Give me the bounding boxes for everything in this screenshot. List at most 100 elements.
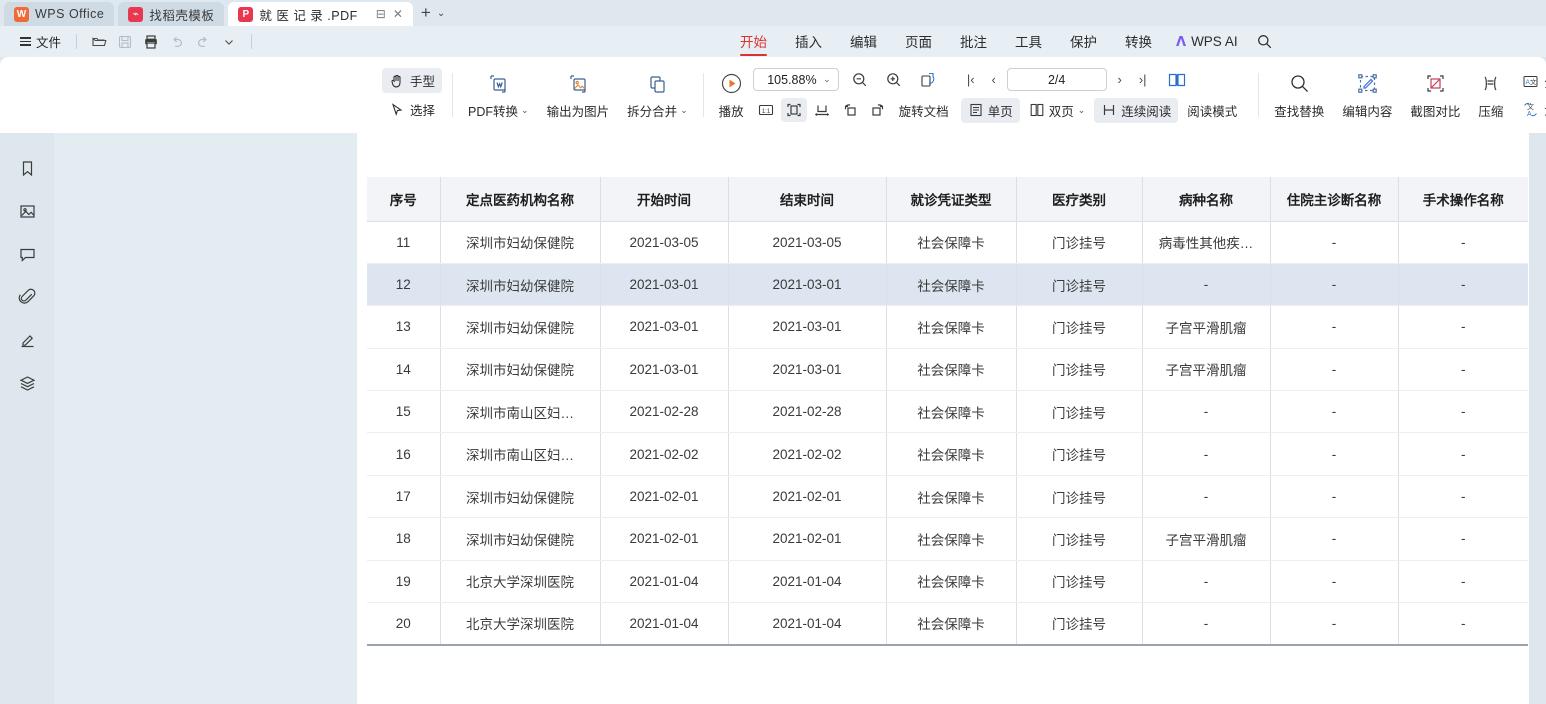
file-menu-button[interactable]: 文件: [14, 29, 67, 54]
table-row[interactable]: 14 深圳市妇幼保健院 2021-03-01 2021-03-01 社会保障卡 门诊挂号子…: [367, 348, 1528, 392]
table-cell: -: [1269, 263, 1398, 307]
table-cell: 社会保障卡: [885, 432, 1016, 476]
page-number-input[interactable]: 2/4: [1006, 68, 1107, 91]
file-menu-label: 文件: [36, 36, 62, 50]
col-header-start-time: 开始时间: [599, 177, 728, 222]
rotate-right-button[interactable]: [865, 98, 891, 122]
chevron-down-icon[interactable]: ⌄: [680, 104, 688, 115]
play-button[interactable]: 播放: [710, 67, 753, 124]
first-page-button[interactable]: |‹: [966, 72, 975, 87]
zoom-in-button[interactable]: [881, 68, 907, 92]
double-page-label: 双页: [1048, 104, 1074, 119]
table-row[interactable]: 12 深圳市妇幼保健院 2021-03-01 2021-03-01 社会保障卡 门诊挂号 -…: [367, 263, 1528, 307]
ribbon-tab-protect[interactable]: 保护: [1070, 35, 1097, 50]
fit-page-button[interactable]: [780, 98, 807, 122]
print-icon[interactable]: [138, 31, 164, 53]
chevron-down-icon[interactable]: ⌄: [436, 7, 446, 19]
table-row[interactable]: 16 深圳市南山区妇… 2021-02-02 2021-02-02 社会保障卡 门诊挂号 -…: [367, 432, 1528, 476]
compress-button[interactable]: 压缩: [1469, 67, 1512, 124]
hand-tool-button[interactable]: 手型: [382, 68, 443, 93]
bookmark-icon[interactable]: [12, 155, 42, 181]
split-merge-button[interactable]: 拆分合并 ⌄: [618, 67, 697, 124]
double-page-button[interactable]: 双页 ⌄: [1022, 98, 1093, 123]
full-translate-button[interactable]: A文 全文翻译: [1518, 70, 1546, 93]
svg-text:1:1: 1:1: [762, 109, 771, 115]
rotate-document-button[interactable]: 旋转文档: [893, 98, 955, 123]
fit-width-button[interactable]: [809, 98, 835, 122]
thumbnail-icon[interactable]: [12, 198, 42, 224]
last-page-button[interactable]: ›|: [1138, 72, 1147, 87]
ribbon-tab-convert[interactable]: 转换: [1125, 35, 1152, 50]
zoom-level-select[interactable]: 105.88% ⌄: [752, 68, 839, 91]
table-cell: 子宫平滑肌瘤: [1141, 517, 1270, 561]
close-icon[interactable]: ✕: [392, 7, 403, 21]
rotate-left-button[interactable]: [837, 98, 863, 122]
prev-page-button[interactable]: ‹: [991, 72, 996, 87]
monitor-icon[interactable]: ⊟: [375, 7, 386, 21]
select-tool-button[interactable]: 选择: [382, 97, 442, 122]
thumbnail-panel[interactable]: [54, 133, 357, 704]
table-row[interactable]: 17 深圳市妇幼保健院 2021-02-01 2021-02-01 社会保障卡 门诊挂号 -…: [367, 475, 1528, 519]
single-page-button[interactable]: 单页: [960, 97, 1020, 123]
table-row[interactable]: 19 北京大学深圳医院 2021-01-04 2021-01-04 社会保障卡 门诊挂号 -…: [367, 560, 1528, 604]
next-page-button[interactable]: ›: [1117, 72, 1122, 87]
table-cell: 深圳市南山区妇…: [439, 432, 600, 476]
layers-icon[interactable]: [12, 370, 42, 396]
attachment-icon[interactable]: [12, 284, 42, 310]
compress-icon: [1479, 71, 1502, 97]
translate-group: A文 全文翻译 文A 划词翻译 ⌄: [1512, 70, 1546, 121]
undo-icon[interactable]: [164, 31, 190, 53]
read-mode-button[interactable]: 阅读模式: [1180, 98, 1244, 123]
tab-wps-office[interactable]: W WPS Office: [4, 2, 115, 26]
edit-content-button[interactable]: 编辑内容: [1333, 67, 1401, 124]
save-icon[interactable]: [112, 31, 138, 53]
customize-chevron-icon[interactable]: [216, 31, 242, 53]
continuous-read-button[interactable]: 连续阅读: [1094, 97, 1179, 123]
zoom-out-button[interactable]: [847, 68, 873, 92]
hand-tool-label: 手型: [410, 75, 436, 89]
play-label: 播放: [718, 104, 744, 119]
screenshot-compare-button[interactable]: 截图对比: [1401, 67, 1469, 124]
search-icon[interactable]: [1256, 33, 1273, 50]
ribbon-tab-annotate[interactable]: 批注: [960, 35, 987, 50]
table-row[interactable]: 18 深圳市妇幼保健院 2021-02-01 2021-02-01 社会保障卡 门诊挂号子…: [367, 517, 1528, 561]
chevron-down-icon[interactable]: ⌄: [1077, 104, 1086, 115]
wps-ai-button[interactable]: ᐱ WPS AI: [1166, 31, 1248, 53]
new-tab-icon[interactable]: +: [420, 3, 431, 22]
ribbon-tab-edit[interactable]: 编辑: [850, 35, 877, 50]
table-cell: 14: [367, 348, 440, 392]
table-cell: 2021-02-02: [727, 432, 886, 476]
page-gutter: [1529, 133, 1546, 704]
find-replace-button[interactable]: 查找替换: [1265, 67, 1333, 124]
document-viewport[interactable]: 序号 定点医药机构名称 开始时间 结束时间 就诊凭证类型 医疗类别 病种名称 住…: [357, 133, 1546, 704]
pdf-page: 序号 定点医药机构名称 开始时间 结束时间 就诊凭证类型 医疗类别 病种名称 住…: [357, 133, 1530, 704]
ribbon-tab-start[interactable]: 开始: [726, 28, 781, 56]
wps-ai-label: WPS AI: [1191, 34, 1238, 49]
tab-pdf-document[interactable]: P 就 医 记 录 .PDF ⊟ ✕: [228, 2, 413, 26]
ribbon-tab-insert[interactable]: 插入: [795, 35, 822, 50]
chevron-down-icon[interactable]: ⌄: [521, 104, 529, 115]
open-folder-icon[interactable]: [86, 31, 112, 53]
rotate-document-icon[interactable]: [915, 68, 941, 92]
actual-size-button[interactable]: 1:1: [753, 98, 779, 122]
comment-icon[interactable]: [12, 241, 42, 267]
table-cell: -: [1269, 390, 1398, 434]
table-cell: 2021-01-04: [727, 560, 886, 604]
read-mode-icon[interactable]: [1164, 68, 1190, 92]
table-row[interactable]: 20 北京大学深圳医院 2021-01-04 2021-01-04 社会保障卡 门诊挂号 -…: [367, 602, 1528, 646]
redo-icon[interactable]: [190, 31, 216, 53]
pdf-convert-button[interactable]: PDF转换 ⌄: [459, 67, 538, 124]
ribbon-tab-page[interactable]: 页面: [905, 35, 932, 50]
ribbon-tab-tools[interactable]: 工具: [1015, 35, 1042, 50]
table-row[interactable]: 11 深圳市妇幼保健院 2021-03-05 2021-03-05 社会保障卡 门诊挂号病…: [367, 221, 1528, 264]
annotation-pen-icon[interactable]: [12, 327, 42, 353]
table-cell: -: [1397, 475, 1528, 519]
table-row[interactable]: 15 深圳市南山区妇… 2021-02-28 2021-02-28 社会保障卡 门诊挂号 -…: [367, 390, 1528, 434]
tab-docer-template[interactable]: ⌁ 找稻壳模板: [118, 2, 225, 26]
chevron-down-icon[interactable]: ⌄: [823, 74, 831, 84]
word-translate-button[interactable]: 文A 划词翻译 ⌄: [1518, 98, 1546, 121]
table-header-row: 序号 定点医药机构名称 开始时间 结束时间 就诊凭证类型 医疗类别 病种名称 住…: [367, 177, 1528, 222]
table-row[interactable]: 13 深圳市妇幼保健院 2021-03-01 2021-03-01 社会保障卡 门诊挂号子…: [367, 305, 1528, 349]
export-image-button[interactable]: 输出为图片: [538, 67, 619, 124]
